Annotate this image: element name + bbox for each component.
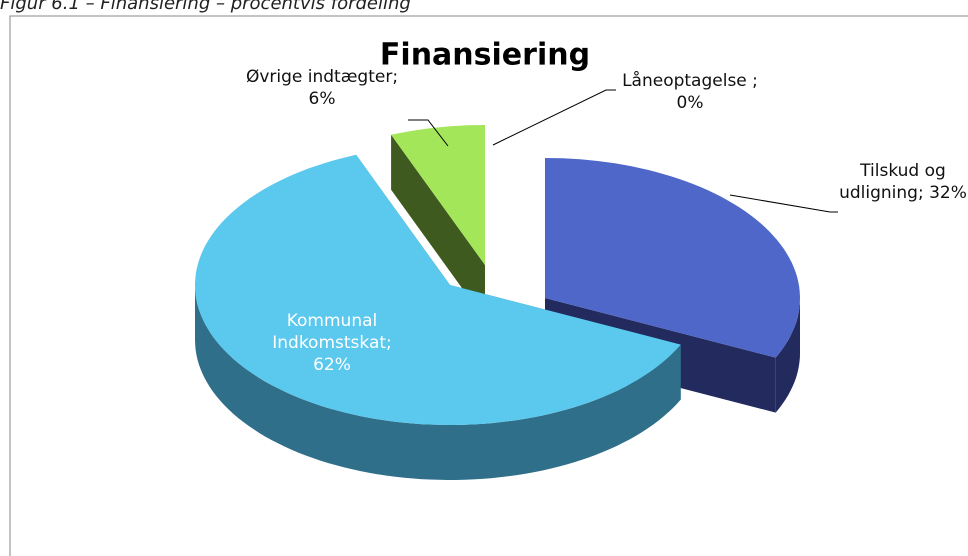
slice-wall [195,285,681,480]
slice-label: Øvrige indtægter; 6% [245,67,399,109]
figure-caption: Figur 6.1 – Finansiering – procentvis fo… [0,0,411,14]
slice-side [391,134,485,320]
slice-label: Tilskud og udligning; 32% [839,161,967,203]
leader-line [408,119,449,147]
pie [195,125,800,480]
chart-title: Finansiering [380,38,590,73]
slice-label: Låneoptagelse ; 0% [622,71,758,113]
slice [391,125,485,265]
slice-label: Kommunal Indkomstskat; 62% [272,311,392,375]
leader-line [729,194,838,213]
slice [195,154,681,426]
slice [545,158,800,358]
slice-wall [775,298,800,413]
leader-line [492,89,616,146]
